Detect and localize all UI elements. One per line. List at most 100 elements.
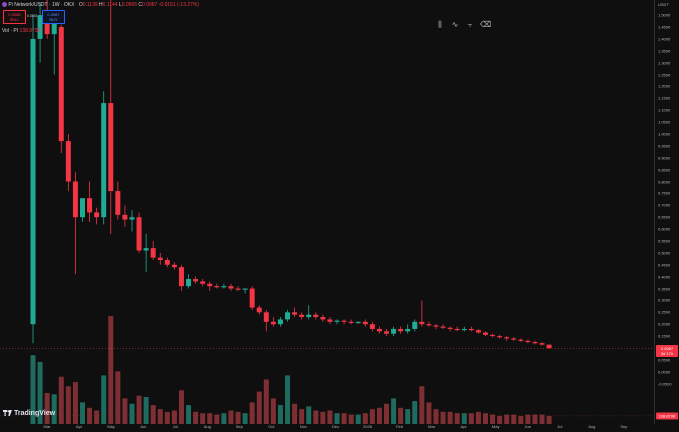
- symbol-legend[interactable]: Pi Network/USDT · 1W · OKX O0.1139 H0.11…: [2, 2, 199, 8]
- tradingview-brand[interactable]: TradingView: [3, 410, 55, 417]
- candle-body[interactable]: [101, 103, 107, 218]
- candle-body[interactable]: [186, 279, 192, 287]
- candle-body[interactable]: [292, 312, 298, 315]
- volume-bar: [79, 402, 85, 424]
- candle-body[interactable]: [426, 324, 432, 326]
- volume-bar: [348, 414, 354, 424]
- candle-body[interactable]: [164, 260, 170, 265]
- candle-body[interactable]: [355, 321, 361, 323]
- candle-body[interactable]: [341, 320, 347, 322]
- candle-body[interactable]: [440, 326, 446, 328]
- candle-body[interactable]: [277, 319, 283, 325]
- candle-body[interactable]: [376, 328, 382, 332]
- candle-body[interactable]: [270, 321, 276, 325]
- candle-body[interactable]: [30, 38, 36, 325]
- candle-body[interactable]: [72, 181, 78, 218]
- candle-body[interactable]: [320, 317, 326, 320]
- candle-body[interactable]: [242, 288, 248, 290]
- time-axis[interactable]: Mar Apr May Jun Jul Aug Sep Oct Nov Dec 2026 Feb Mar…: [0, 424, 654, 432]
- candle-body[interactable]: [433, 325, 439, 327]
- candle-body[interactable]: [497, 336, 503, 338]
- candle-body[interactable]: [214, 286, 220, 288]
- candle-body[interactable]: [94, 212, 100, 218]
- candle-body[interactable]: [65, 141, 71, 182]
- price-tick: 1.5000: [658, 12, 671, 18]
- candle-body[interactable]: [200, 281, 206, 284]
- candle-body[interactable]: [150, 248, 156, 258]
- line-icon[interactable]: ∿: [451, 20, 459, 29]
- eraser-icon[interactable]: ⌫: [480, 20, 492, 29]
- candle-body[interactable]: [511, 338, 517, 340]
- candle-body[interactable]: [122, 214, 128, 220]
- candle-body[interactable]: [461, 328, 467, 331]
- volume-bar: [313, 410, 319, 424]
- candle-body[interactable]: [299, 314, 305, 318]
- price-chart[interactable]: [0, 0, 654, 424]
- candle-body[interactable]: [193, 279, 199, 282]
- candle-body[interactable]: [51, 22, 57, 35]
- candle-body[interactable]: [143, 248, 149, 251]
- buy-button[interactable]: 0.0987 BUY: [42, 10, 65, 24]
- candles-icon[interactable]: ⫼: [438, 20, 442, 29]
- candle-body[interactable]: [468, 328, 474, 331]
- candle-body[interactable]: [157, 257, 163, 260]
- candle-body[interactable]: [518, 339, 524, 341]
- candle-body[interactable]: [490, 334, 496, 337]
- candle-body[interactable]: [419, 321, 425, 325]
- candle-body[interactable]: [398, 328, 404, 332]
- volume-bar: [94, 410, 100, 424]
- volume-bar: [58, 376, 64, 424]
- price-tick: 0.6000: [658, 226, 671, 232]
- candle-body[interactable]: [327, 319, 333, 322]
- candle-body[interactable]: [482, 332, 488, 335]
- candle-body[interactable]: [263, 312, 269, 322]
- candle-body[interactable]: [136, 217, 142, 251]
- candle-body[interactable]: [44, 15, 50, 35]
- candle-body[interactable]: [454, 328, 460, 331]
- candle-body[interactable]: [207, 283, 213, 287]
- compare-icon[interactable]: ⫟: [467, 20, 473, 29]
- candle-body[interactable]: [249, 288, 255, 308]
- candle-body[interactable]: [412, 321, 418, 329]
- candle-body[interactable]: [235, 288, 241, 290]
- candle-body[interactable]: [87, 198, 93, 213]
- candle-body[interactable]: [447, 327, 453, 329]
- candle-body[interactable]: [525, 340, 531, 343]
- volume-bar: [475, 411, 481, 424]
- candle-body[interactable]: [546, 344, 552, 349]
- ohlc-open: 0.1139: [82, 2, 98, 8]
- candle-body[interactable]: [391, 328, 397, 334]
- candle-body[interactable]: [348, 321, 354, 323]
- candle-body[interactable]: [108, 103, 114, 192]
- candle-body[interactable]: [313, 314, 319, 318]
- candle-body[interactable]: [306, 314, 312, 318]
- candle-body[interactable]: [129, 217, 135, 220]
- candle-body[interactable]: [384, 331, 389, 334]
- candle-body[interactable]: [285, 312, 291, 320]
- price-tick: 0.5000: [658, 250, 671, 256]
- ohlc-low-label: L: [118, 2, 122, 8]
- candle-body[interactable]: [115, 191, 121, 215]
- candle-body[interactable]: [79, 198, 85, 218]
- candle-body[interactable]: [178, 267, 184, 287]
- candle-body[interactable]: [334, 320, 340, 322]
- candle-body[interactable]: [532, 342, 538, 344]
- candle-body[interactable]: [256, 307, 262, 313]
- candle-body[interactable]: [504, 337, 510, 339]
- candle-body[interactable]: [58, 27, 64, 142]
- volume-legend[interactable]: Vol · PI 138.873K: [2, 28, 41, 34]
- candle-body[interactable]: [539, 343, 545, 345]
- price-tick: 1.2500: [658, 72, 671, 78]
- candle-body[interactable]: [475, 330, 481, 333]
- spread-value: 0.0001: [27, 14, 38, 18]
- candle-body[interactable]: [37, 15, 43, 39]
- candle-body[interactable]: [362, 321, 368, 325]
- price-axis[interactable]: USDT 1.5000 1.4500 1.4000 1.3500 1.3000 1.250…: [654, 0, 679, 424]
- candle-body[interactable]: [228, 286, 234, 289]
- sell-button[interactable]: 0.0986 SELL: [3, 10, 26, 24]
- candle-body[interactable]: [221, 286, 227, 288]
- currency-selector[interactable]: USDT: [658, 2, 669, 7]
- candle-body[interactable]: [369, 324, 375, 329]
- candle-body[interactable]: [171, 264, 177, 268]
- candle-body[interactable]: [405, 328, 411, 332]
